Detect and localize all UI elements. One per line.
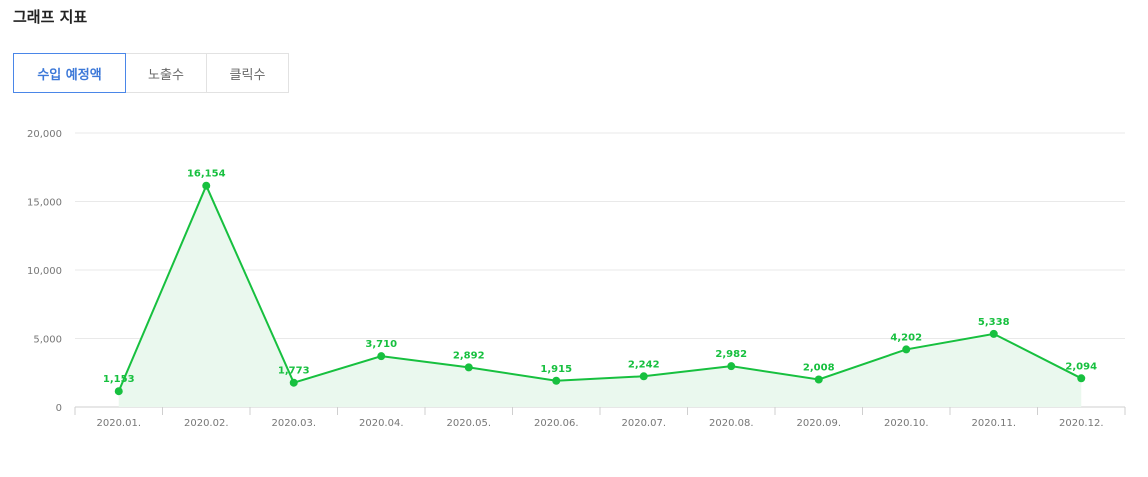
- x-tick-label: 2020.02.: [184, 418, 229, 429]
- x-tick-label: 2020.09.: [796, 418, 841, 429]
- x-tick-label: 2020.08.: [709, 418, 754, 429]
- x-tick-label: 2020.04.: [359, 418, 404, 429]
- data-label: 2,982: [715, 349, 747, 360]
- x-tick-label: 2020.03.: [271, 418, 316, 429]
- data-label: 2,892: [453, 350, 485, 361]
- data-point: [552, 376, 561, 385]
- series-area: [118, 185, 1082, 407]
- y-tick-label: 15,000: [27, 198, 62, 209]
- data-label: 4,202: [890, 332, 922, 343]
- data-point: [989, 329, 998, 338]
- x-tick-label: 2020.01.: [96, 418, 141, 429]
- y-tick-label: 0: [56, 403, 62, 414]
- data-label: 3,710: [365, 339, 397, 350]
- y-tick-label: 10,000: [27, 266, 62, 277]
- tab-clicks[interactable]: 클릭수: [206, 53, 289, 93]
- data-label: 5,338: [978, 317, 1010, 328]
- data-point: [902, 345, 911, 354]
- metric-tabs: 수입 예정액 노출수 클릭수: [13, 53, 289, 93]
- data-label: 1,915: [540, 364, 572, 375]
- data-point: [114, 387, 123, 396]
- x-tick-label: 2020.10.: [884, 418, 929, 429]
- series-line: [117, 183, 1082, 392]
- x-tick-label: 2020.06.: [534, 418, 579, 429]
- data-label: 2,008: [803, 362, 835, 373]
- data-point: [377, 352, 386, 361]
- x-tick-label: 2020.12.: [1059, 418, 1104, 429]
- y-tick-label: 5,000: [33, 335, 62, 346]
- data-label: 16,154: [187, 169, 226, 180]
- data-point: [814, 375, 823, 384]
- page-title: 그래프 지표: [13, 8, 88, 26]
- data-label: 2,094: [1065, 361, 1097, 372]
- data-label: 1,153: [103, 374, 135, 385]
- x-tick-label: 2020.05.: [446, 418, 491, 429]
- y-tick-label: 20,000: [27, 129, 62, 140]
- data-point: [289, 378, 298, 387]
- tab-expected-revenue[interactable]: 수입 예정액: [13, 53, 126, 93]
- data-point: [464, 363, 473, 372]
- data-point: [202, 181, 211, 190]
- data-label: 1,773: [278, 366, 310, 377]
- data-label: 2,242: [628, 359, 660, 370]
- data-point: [727, 362, 736, 371]
- data-point: [1077, 374, 1086, 383]
- data-point: [639, 372, 648, 381]
- x-tick-label: 2020.11.: [971, 418, 1016, 429]
- x-tick-label: 2020.07.: [621, 418, 666, 429]
